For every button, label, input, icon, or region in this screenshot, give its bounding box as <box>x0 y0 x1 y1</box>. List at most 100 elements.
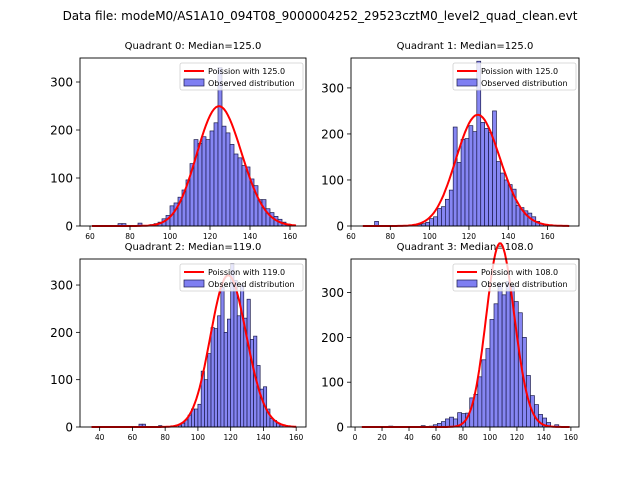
x-tick-label: 80 <box>386 232 396 241</box>
histogram-bar <box>241 165 247 227</box>
x-tick-label: 100 <box>191 433 206 442</box>
histogram-bar <box>456 162 462 227</box>
histogram-bar <box>452 126 458 227</box>
axes-frame <box>350 258 580 428</box>
x-tick-label: 140 <box>537 433 552 442</box>
legend: Poission with 125.0 Observed distribution <box>179 62 304 91</box>
histogram-bar <box>204 379 209 428</box>
histogram-bar <box>217 315 222 428</box>
x-tick-label: 0 <box>353 433 358 442</box>
y-tick-label: 200 <box>50 124 73 138</box>
legend-label-poisson: Poission with 125.0 <box>481 67 558 76</box>
histogram-bar <box>236 315 241 428</box>
axes-frame <box>79 258 307 428</box>
y-tick-label: 0 <box>336 421 344 435</box>
legend-box <box>452 62 577 91</box>
y-tick-label: 200 <box>321 127 344 141</box>
legend-label-observed: Observed distribution <box>208 79 295 88</box>
histogram-bar <box>261 199 267 227</box>
y-tick-label: 100 <box>321 173 344 187</box>
histogram-bar <box>472 131 478 227</box>
x-tick-label: 120 <box>203 232 218 241</box>
histogram-bar <box>229 144 235 227</box>
x-tick-label: 140 <box>501 232 516 241</box>
histogram-bar <box>197 403 202 428</box>
histogram-bar <box>225 132 231 227</box>
subplot-title: Quadrant 3: Median=108.0 <box>397 242 534 253</box>
histogram-bar <box>492 110 497 227</box>
legend-label-observed: Observed distribution <box>208 280 295 289</box>
histogram-bar <box>213 328 218 428</box>
histogram-bar <box>515 204 521 227</box>
histogram-bar <box>445 418 450 428</box>
x-tick-label: 60 <box>128 433 138 442</box>
histogram-bar <box>197 143 203 227</box>
y-tick-label: 0 <box>336 220 344 234</box>
histogram-bar <box>221 125 227 227</box>
subplot-quadrant-1: Quadrant 1: Median=125.0 0 100 200 300 60 80 10… <box>321 41 580 241</box>
x-tick-label: 40 <box>95 433 105 442</box>
histogram-bar <box>505 281 511 428</box>
legend: Poission with 108.0 Observed distribution <box>452 263 577 292</box>
histogram-bar <box>201 136 207 227</box>
y-tick-label: 200 <box>50 326 73 340</box>
legend-label-poisson: Poission with 125.0 <box>208 67 285 76</box>
histogram-bar <box>485 348 491 428</box>
subplot-quadrant-2: Quadrant 2: Median=119.0 0 100 200 300 40 60 80… <box>50 242 307 442</box>
x-tick-label: 60 <box>431 433 441 442</box>
x-tick-label: 120 <box>510 433 525 442</box>
subplot-title: Quadrant 1: Median=125.0 <box>397 41 534 52</box>
histogram-bar <box>194 408 199 428</box>
x-tick-label: 80 <box>458 433 468 442</box>
x-tick-label: 60 <box>346 232 356 241</box>
histogram-bar <box>220 287 225 428</box>
legend-box <box>452 263 577 292</box>
histogram-bar <box>481 359 487 428</box>
histogram-bar <box>256 365 261 428</box>
x-tick-label: 100 <box>163 232 178 241</box>
histogram-bar <box>460 139 466 227</box>
legend-box <box>179 263 304 292</box>
y-tick-label: 300 <box>321 286 344 300</box>
histogram-bars <box>374 60 544 227</box>
x-tick-label: 120 <box>224 433 239 442</box>
x-tick-label: 80 <box>160 433 170 442</box>
histogram-bar <box>233 279 238 428</box>
x-tick-label: 160 <box>564 433 579 442</box>
y-tick-label: 0 <box>65 421 73 435</box>
y-tick-label: 100 <box>50 373 73 387</box>
histogram-bar <box>223 332 228 428</box>
x-tick-label: 80 <box>125 232 135 241</box>
legend-bar-swatch <box>456 279 478 288</box>
histogram-bar <box>429 218 434 227</box>
x-tick-label: 160 <box>289 433 304 442</box>
axes-frame <box>350 57 580 227</box>
x-tick-label: 160 <box>540 232 555 241</box>
x-tick-label: 20 <box>377 433 387 442</box>
histogram-bar <box>497 283 503 428</box>
y-tick-label: 200 <box>321 331 344 345</box>
histogram-bar <box>227 318 232 428</box>
legend-bar-swatch <box>183 279 205 288</box>
x-tick-label: 140 <box>256 433 271 442</box>
legend-label-observed: Observed distribution <box>481 79 568 88</box>
x-tick-label: 60 <box>85 232 95 241</box>
axes-frame <box>79 57 307 227</box>
legend-bar-swatch <box>183 78 205 87</box>
histogram-bars <box>117 67 295 227</box>
legend-label-poisson: Poission with 119.0 <box>208 268 285 277</box>
subplot-title: Quadrant 0: Median=125.0 <box>125 41 262 52</box>
legend-box <box>179 62 304 91</box>
histogram-bar <box>503 179 509 227</box>
histogram-bar <box>464 138 470 227</box>
histogram-bar <box>237 157 243 227</box>
y-tick-label: 0 <box>65 220 73 234</box>
histogram-bar <box>500 172 505 227</box>
histogram-bar <box>213 122 219 227</box>
histogram-bar <box>489 319 495 428</box>
histogram-bar <box>496 161 501 227</box>
histogram-bar <box>468 125 474 227</box>
histogram-bar <box>433 216 438 227</box>
x-tick-label: 40 <box>404 433 414 442</box>
